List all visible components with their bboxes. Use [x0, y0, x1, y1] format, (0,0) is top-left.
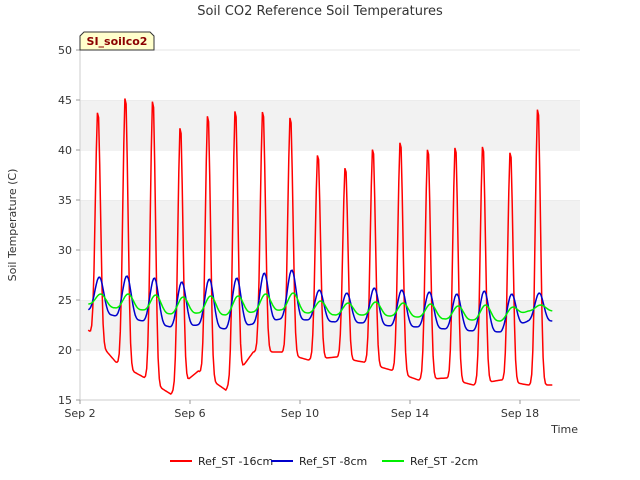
series-line-2: [88, 292, 553, 322]
legend-label: Ref_ST -2cm: [410, 455, 478, 468]
y-tick-label: 45: [58, 94, 72, 107]
y-tick-label: 30: [58, 244, 72, 257]
y-tick-label: 35: [58, 194, 72, 207]
x-ticks: Sep 2 Sep 6 Sep 10 Sep 14 Sep 18: [64, 400, 539, 420]
y-tick-label: 40: [58, 144, 72, 157]
site-tag: SI_soilco2: [79, 31, 155, 51]
grid-band: [80, 250, 580, 300]
x-tick-label: Sep 14: [391, 407, 429, 420]
x-tick-label: Sep 10: [281, 407, 319, 420]
chart-title: Soil CO2 Reference Soil Temperatures: [197, 4, 443, 19]
legend-label: Ref_ST -8cm: [299, 455, 367, 468]
legend-label: Ref_ST -16cm: [198, 455, 273, 468]
y-tick-label: 15: [58, 394, 72, 407]
site-tag-label: SI_soilco2: [87, 35, 148, 48]
x-axis-label: Time: [550, 423, 578, 436]
legend: Ref_ST -16cm Ref_ST -8cm Ref_ST -2cm: [170, 455, 478, 468]
x-tick-label: Sep 18: [501, 407, 539, 420]
y-tick-label: 25: [58, 294, 72, 307]
grid-bands: [80, 49, 580, 400]
y-axis-label: Soil Temperature (C): [6, 169, 19, 282]
site-tag-box: [79, 31, 155, 51]
grid-band: [80, 50, 580, 100]
series-line-1: [87, 269, 553, 333]
series-line-0: [87, 98, 553, 395]
series-group: [87, 98, 553, 395]
y-ticks: 15 20 25 30 35 40 45 50: [58, 44, 80, 407]
x-tick-label: Sep 6: [174, 407, 205, 420]
x-tick-label: Sep 2: [64, 407, 95, 420]
grid-band: [80, 150, 580, 200]
grid-band: [80, 100, 580, 150]
grid-band: [80, 200, 580, 250]
y-tick-label: 50: [58, 44, 72, 57]
y-tick-label: 20: [58, 344, 72, 357]
